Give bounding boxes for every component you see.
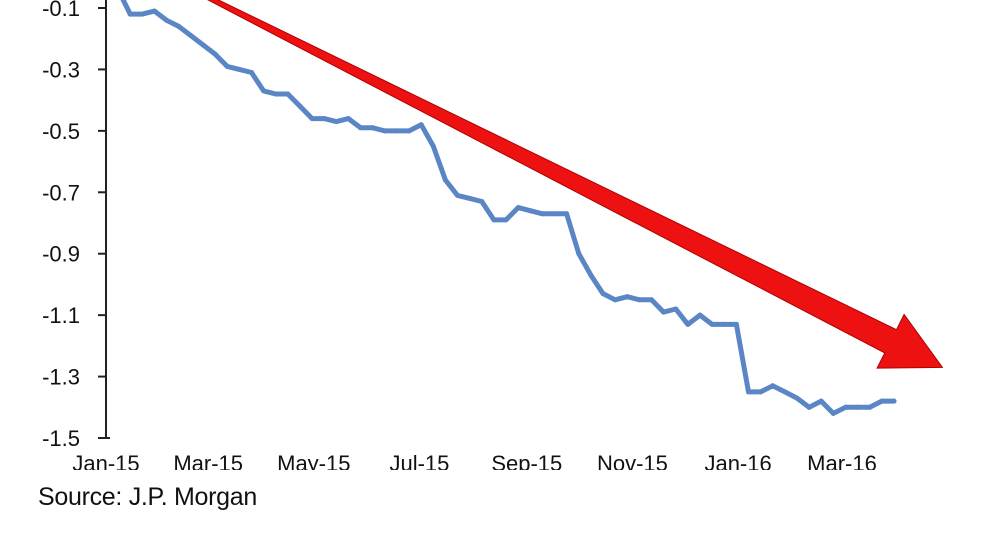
x-tick-label: Jan-15: [72, 451, 139, 470]
trend-arrow-layer: [207, 0, 944, 369]
x-tick-label: May-15: [277, 451, 350, 470]
data-point: [491, 217, 497, 223]
data-point: [139, 11, 145, 17]
data-point: [236, 66, 242, 72]
data-point: [164, 17, 170, 23]
data-point: [649, 297, 654, 303]
trend-arrow: [207, 0, 944, 369]
data-point: [758, 389, 764, 395]
data-point: [455, 192, 460, 198]
data-point: [830, 410, 836, 416]
data-point: [636, 297, 642, 303]
data-point: [770, 383, 776, 389]
data-point: [321, 116, 327, 122]
data-point: [697, 312, 703, 318]
data-point: [746, 389, 751, 395]
data-point: [333, 119, 339, 125]
y-tick-label: -0.7: [42, 180, 80, 205]
data-point: [661, 309, 667, 315]
data-point: [370, 125, 376, 131]
data-point: [624, 294, 630, 300]
data-point: [576, 251, 582, 257]
data-point: [552, 211, 557, 217]
data-point: [309, 116, 315, 122]
data-point: [285, 91, 291, 97]
x-tick-label: Jan-16: [704, 451, 771, 470]
data-point: [673, 306, 679, 312]
axes: [98, 0, 110, 439]
y-tick-label: -1.5: [42, 426, 80, 451]
data-point: [406, 128, 412, 134]
data-point: [612, 297, 618, 303]
data-point: [176, 23, 182, 29]
data-point: [273, 91, 279, 97]
data-point: [782, 389, 788, 395]
data-point: [527, 208, 533, 214]
data-point: [382, 128, 388, 134]
data-point: [224, 63, 230, 69]
y-tick-label: -1.3: [42, 365, 80, 390]
data-point: [358, 125, 364, 131]
data-point: [212, 51, 218, 57]
data-point: [733, 321, 739, 327]
data-point: [806, 404, 812, 410]
data-point: [600, 291, 606, 297]
data-point: [843, 404, 848, 410]
series-layer: [120, 0, 897, 416]
data-point: [709, 321, 715, 327]
data-point: [200, 42, 206, 48]
data-point: [127, 11, 133, 17]
data-point: [794, 395, 800, 401]
data-point: [418, 122, 424, 128]
data-point: [891, 398, 897, 404]
data-point: [297, 103, 303, 109]
x-tick-label: Sep-15: [491, 451, 562, 470]
data-point: [564, 211, 570, 217]
series-line: [120, 0, 897, 416]
y-tick-label: -0.9: [42, 242, 80, 267]
x-tick-label: Mar-16: [807, 451, 877, 470]
data-point: [539, 211, 545, 217]
data-point: [879, 398, 885, 404]
data-point: [188, 33, 194, 39]
y-tick-label: -1.1: [42, 303, 80, 328]
data-point: [818, 398, 824, 404]
data-point: [345, 116, 351, 122]
data-point: [442, 177, 448, 183]
data-point: [394, 128, 400, 134]
data-point: [867, 404, 873, 410]
data-point: [855, 404, 861, 410]
data-point: [685, 321, 691, 327]
data-point: [430, 143, 436, 149]
data-point: [152, 8, 157, 14]
y-tick-label: -0.1: [42, 0, 80, 21]
data-point: [479, 199, 485, 204]
data-point: [261, 88, 267, 94]
y-tick-label: -0.3: [42, 57, 80, 82]
source-note: Source: J.P. Morgan: [38, 483, 257, 511]
data-point: [467, 195, 473, 201]
data-point: [503, 217, 509, 223]
y-tick-label: -0.5: [42, 119, 80, 144]
x-tick-label: Mar-15: [173, 451, 243, 470]
data-point: [515, 205, 521, 211]
data-point: [588, 272, 594, 278]
data-point: [721, 321, 727, 327]
x-tick-label: Jul-15: [389, 451, 449, 470]
data-point: [249, 70, 254, 75]
x-tick-label: Nov-15: [597, 451, 668, 470]
